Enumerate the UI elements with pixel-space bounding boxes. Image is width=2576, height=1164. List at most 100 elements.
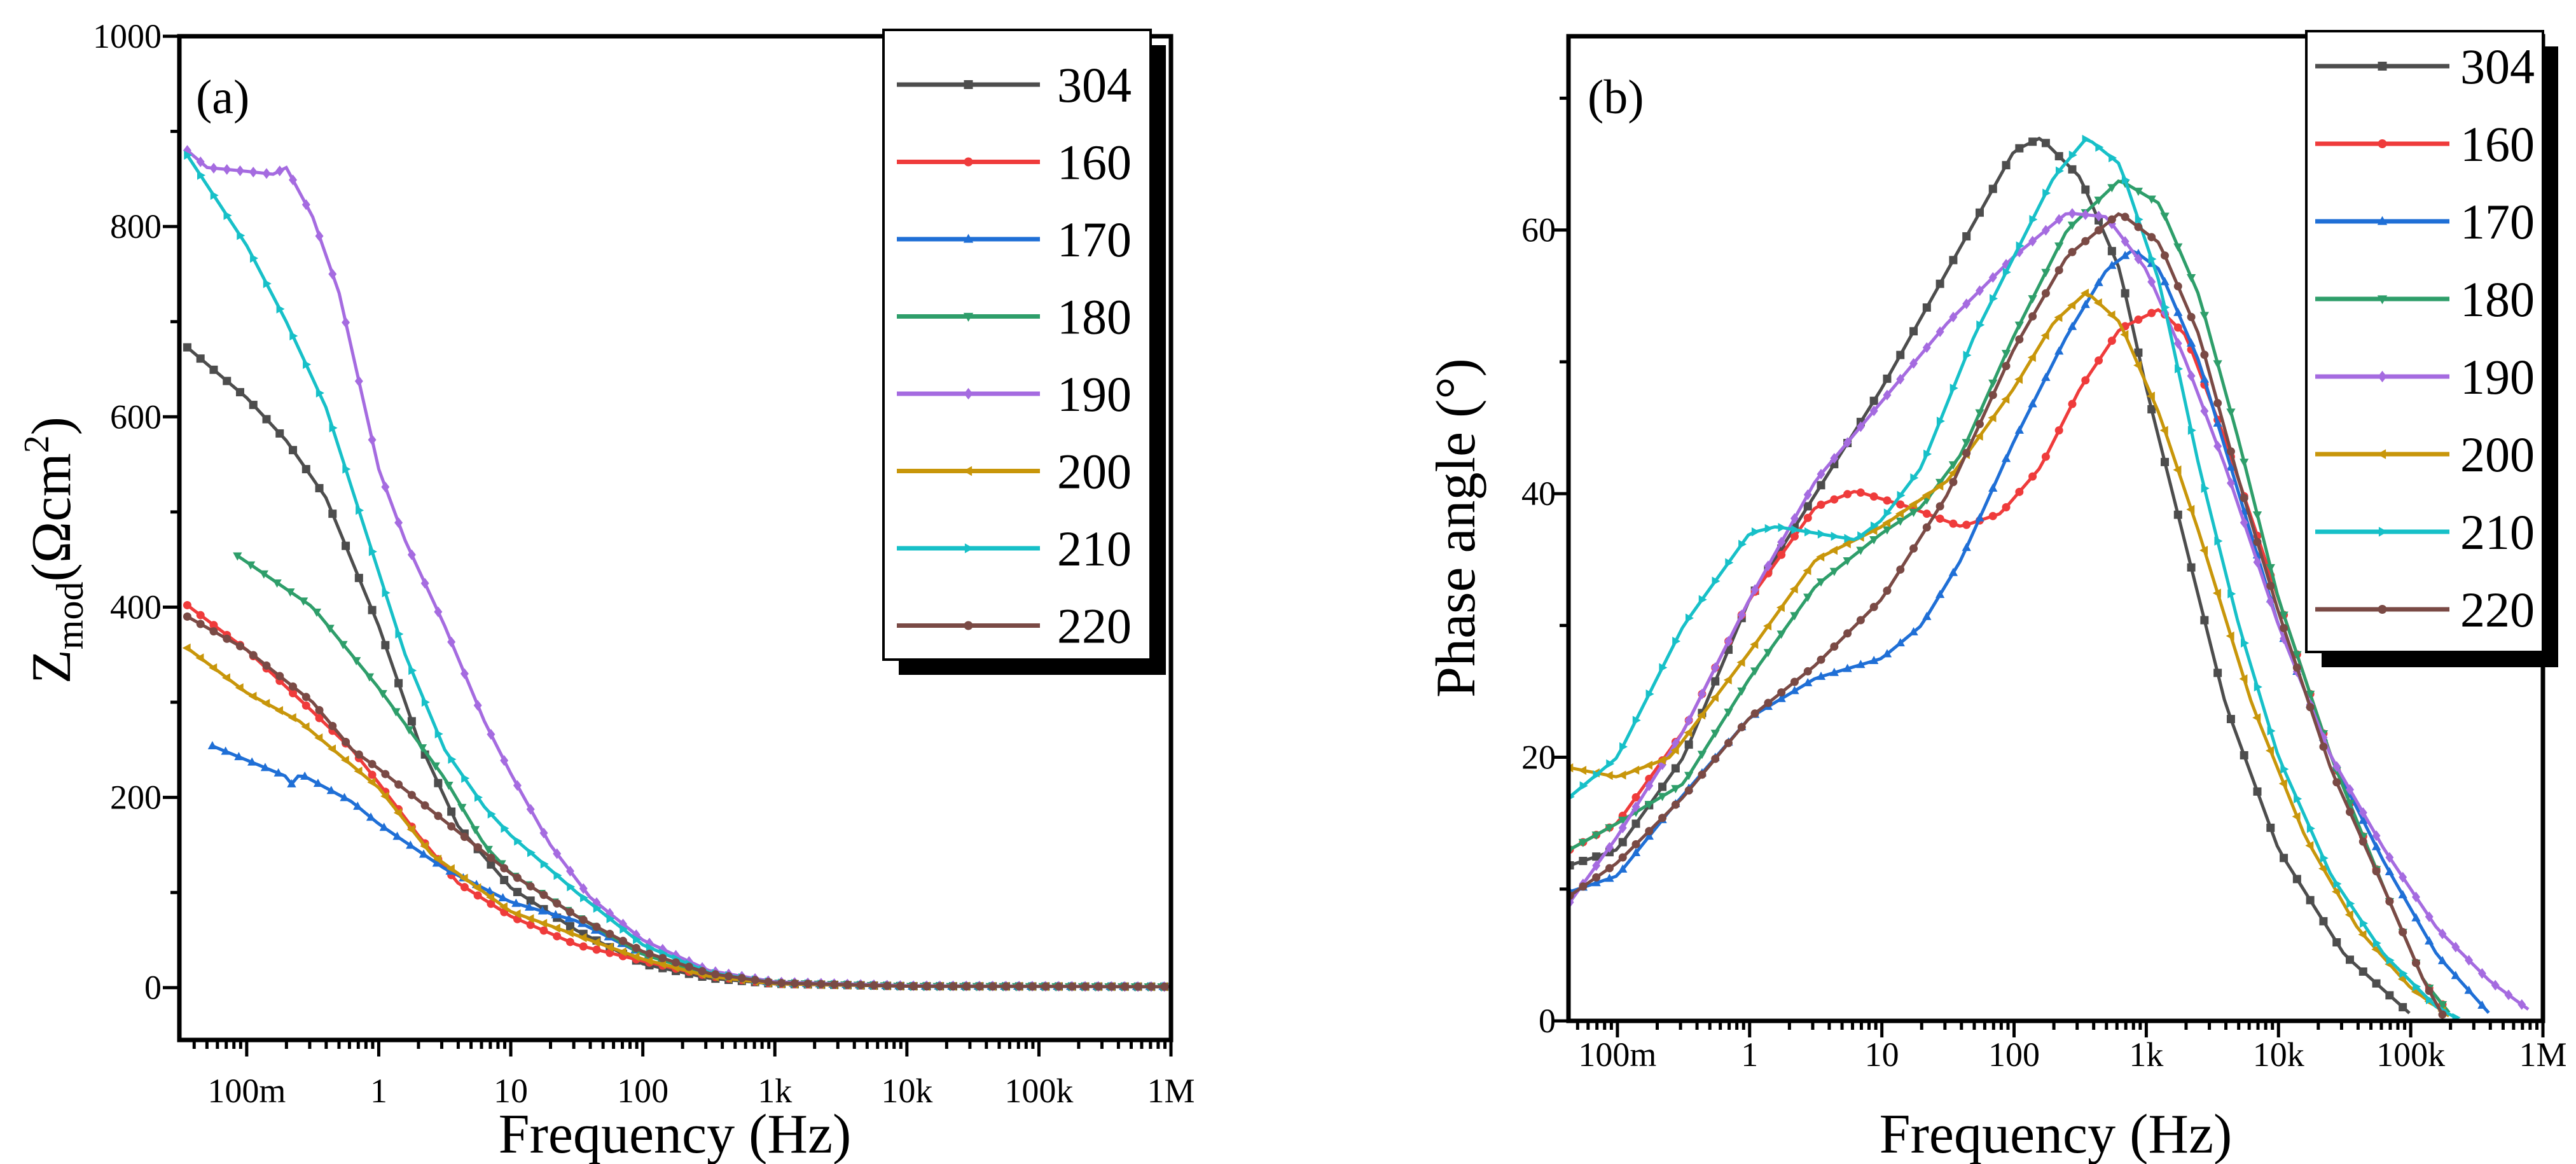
chart-b-point-304: [1962, 232, 1971, 241]
chart-b-point-170: [1618, 864, 1628, 873]
chart-b-point-220: [2160, 251, 2169, 260]
chart-b-point-210: [1698, 595, 1707, 604]
chart-a-frame: [177, 34, 1174, 1043]
chart-b-point-210: [1764, 523, 1773, 534]
chart-b-point-200: [2265, 746, 2274, 756]
chart-b-point-200: [1578, 765, 1587, 775]
chart-a-point-220: [235, 642, 244, 651]
chart-b-point-220: [1935, 502, 1944, 511]
chart-a-point-200: [367, 777, 376, 787]
chart-b-point-220: [1909, 544, 1918, 553]
chart-b-point-220: [1790, 677, 1799, 686]
chart-b-point-220: [1684, 786, 1693, 795]
chart-b-legend-marker: [2378, 370, 2387, 383]
chart-b-point-210: [1857, 531, 1866, 541]
chart-a-point-220: [896, 981, 904, 990]
chart-b-phase: 100m 1 10 100 1k 10k 100k 1M 0 20 40 60 (b) Frequen…: [1425, 30, 2567, 1164]
chart-a-point-304: [565, 922, 574, 931]
chart-b-point-160: [1830, 495, 1839, 504]
chart-b-point-220: [2054, 266, 2063, 275]
chart-b-point-220: [2226, 447, 2235, 456]
chart-a-point-200: [287, 713, 296, 723]
chart-b-point-220: [2306, 703, 2315, 712]
chart-a-point-220: [565, 908, 574, 917]
chart-a-point-304: [249, 401, 258, 410]
chart-b-point-220: [1988, 391, 1997, 399]
chart-a-point-220: [513, 873, 522, 882]
chart-a-point-304: [223, 377, 232, 385]
chart-a-point-190: [565, 866, 574, 876]
chart-a-point-210: [448, 754, 457, 764]
chart-b-point-180: [1988, 379, 1998, 388]
chart-b-point-190: [1988, 272, 1997, 283]
chart-a-point-160: [553, 932, 562, 941]
chart-b-point-190: [2477, 967, 2486, 979]
chart-b-point-304: [1817, 481, 1825, 490]
chart-a-legend-label: 304: [1057, 57, 1132, 113]
chart-b-point-304: [1631, 819, 1640, 828]
chart-b-point-200: [2305, 841, 2314, 850]
chart-a-plot-area: [182, 145, 1171, 992]
chart-a-point-200: [551, 924, 560, 933]
chart-b-point-210: [1778, 523, 1787, 532]
chart-b-series-210: [1568, 134, 2461, 1021]
chart-b-point-170: [1909, 627, 1918, 635]
chart-a-point-180: [417, 744, 427, 753]
chart-b-point-304: [2187, 563, 2196, 572]
chart-a-point-180: [298, 597, 308, 606]
chart-a-legend-box: [882, 29, 1152, 661]
chart-b-ticks: 100m 1 10 100 1k 10k 100k 1M 0 20 40 60: [1521, 96, 2567, 1074]
chart-b-point-200: [2133, 361, 2142, 370]
chart-a-point-170: [207, 741, 218, 750]
chart-b-point-220: [1737, 723, 1746, 731]
chart-a-point-190: [394, 517, 403, 529]
chart-b-point-190: [2134, 253, 2143, 265]
chart-b-point-170: [1856, 660, 1866, 669]
chart-b-point-220: [1975, 420, 1984, 429]
chart-a-point-160: [289, 689, 298, 698]
chart-b-point-220: [2041, 289, 2050, 298]
chart-a-point-220: [368, 759, 377, 768]
chart-b-point-160: [1777, 550, 1786, 559]
chart-a-legend-label: 200: [1057, 444, 1132, 499]
chart-b-point-180: [2305, 690, 2315, 699]
chart-b-point-200: [2318, 864, 2327, 873]
chart-a-point-200: [592, 938, 600, 947]
chart-b-x-tick-label: 1M: [2519, 1036, 2566, 1074]
chart-a-point-170: [300, 771, 310, 780]
chart-b-point-210: [2254, 682, 2262, 692]
chart-b-point-180: [2147, 195, 2156, 204]
chart-a-point-170: [498, 893, 508, 902]
chart-a-point-220: [196, 620, 205, 628]
chart-b-point-190: [2213, 441, 2222, 452]
chart-b-point-200: [2199, 546, 2208, 555]
chart-a-point-200: [578, 933, 587, 943]
chart-a-point-220: [883, 981, 892, 990]
chart-b-legend-label: 190: [2460, 349, 2535, 405]
chart-b-point-220: [2015, 335, 2024, 344]
chart-a-legend-label: 160: [1057, 135, 1132, 190]
chart-a-point-160: [565, 938, 574, 946]
chart-a-point-160: [368, 770, 377, 779]
chart-b-point-210: [2068, 150, 2077, 160]
chart-b-point-200: [1842, 539, 1851, 548]
chart-a-point-170: [392, 831, 402, 840]
chart-b-point-220: [2332, 778, 2341, 787]
chart-b-point-210: [2055, 166, 2064, 176]
chart-b-point-220: [1592, 873, 1601, 882]
chart-b-point-304: [2028, 137, 2037, 146]
chart-b-point-220: [1843, 629, 1852, 638]
chart-a-series-220: [183, 612, 1171, 991]
chart-a-point-220: [830, 980, 839, 989]
chart-b-point-210: [1976, 320, 1985, 329]
chart-b-point-190: [1724, 635, 1733, 647]
chart-a-point-190: [368, 434, 377, 445]
chart-a-point-200: [314, 733, 323, 743]
chart-b-point-304: [2200, 616, 2209, 625]
chart-b-point-200: [1829, 546, 1838, 555]
chart-b-point-160: [1803, 513, 1812, 522]
chart-b-point-190: [2173, 338, 2182, 349]
chart-b-point-200: [1922, 490, 1930, 500]
chart-a-point-220: [473, 843, 482, 852]
chart-b-legend-label: 304: [2460, 39, 2535, 94]
